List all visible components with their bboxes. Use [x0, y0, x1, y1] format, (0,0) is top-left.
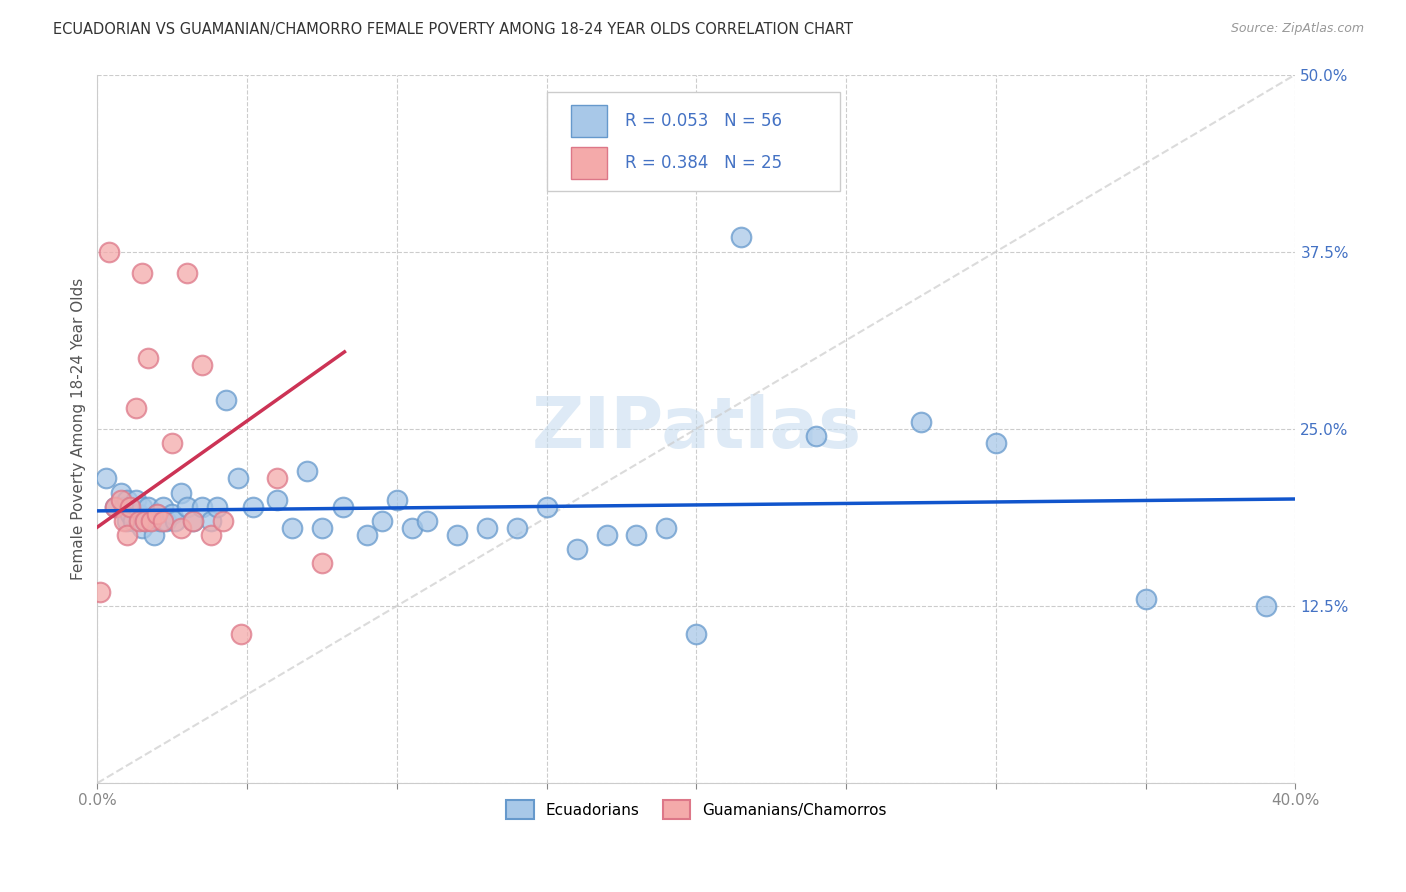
- Text: ZIPatlas: ZIPatlas: [531, 394, 862, 463]
- Point: [170, 485, 193, 500]
- Point: [281, 521, 304, 535]
- Point: [191, 500, 214, 514]
- Point: [117, 514, 139, 528]
- Text: Source: ZipAtlas.com: Source: ZipAtlas.com: [1230, 22, 1364, 36]
- Point: [226, 471, 249, 485]
- Point: [134, 514, 156, 528]
- Point: [136, 500, 159, 514]
- Point: [311, 557, 333, 571]
- Point: [160, 436, 183, 450]
- Point: [141, 514, 163, 528]
- Point: [295, 464, 318, 478]
- Point: [181, 514, 204, 528]
- Point: [595, 528, 617, 542]
- Point: [200, 528, 222, 542]
- Point: [110, 485, 132, 500]
- Point: [98, 244, 121, 259]
- Point: [242, 500, 264, 514]
- Point: [385, 492, 408, 507]
- Point: [120, 500, 142, 514]
- Y-axis label: Female Poverty Among 18-24 Year Olds: Female Poverty Among 18-24 Year Olds: [72, 277, 86, 580]
- Point: [117, 492, 139, 507]
- Point: [565, 542, 588, 557]
- Point: [128, 507, 150, 521]
- Point: [146, 507, 169, 521]
- Point: [122, 514, 145, 528]
- Point: [104, 500, 127, 514]
- Point: [125, 401, 148, 415]
- Point: [131, 500, 153, 514]
- Legend: Ecuadorians, Guamanians/Chamorros: Ecuadorians, Guamanians/Chamorros: [501, 794, 893, 825]
- Point: [266, 471, 288, 485]
- Point: [626, 528, 648, 542]
- Point: [128, 514, 150, 528]
- Point: [146, 507, 169, 521]
- Point: [215, 393, 238, 408]
- Point: [134, 514, 156, 528]
- Bar: [571, 147, 606, 178]
- Point: [176, 500, 198, 514]
- Text: R = 0.053   N = 56: R = 0.053 N = 56: [624, 112, 782, 130]
- Point: [181, 514, 204, 528]
- Point: [655, 521, 678, 535]
- Point: [160, 507, 183, 521]
- Point: [200, 514, 222, 528]
- Point: [170, 521, 193, 535]
- Point: [475, 521, 498, 535]
- Point: [141, 514, 163, 528]
- Point: [191, 358, 214, 372]
- Point: [332, 500, 354, 514]
- Point: [131, 521, 153, 535]
- Point: [806, 429, 828, 443]
- Point: [165, 514, 187, 528]
- Point: [112, 500, 135, 514]
- Point: [685, 627, 707, 641]
- Point: [152, 500, 174, 514]
- Point: [984, 436, 1007, 450]
- Point: [371, 514, 394, 528]
- Point: [149, 514, 172, 528]
- Point: [131, 266, 153, 280]
- Point: [212, 514, 235, 528]
- Point: [120, 507, 142, 521]
- Point: [1254, 599, 1277, 613]
- Point: [152, 514, 174, 528]
- Point: [96, 471, 118, 485]
- Point: [205, 500, 228, 514]
- Text: ECUADORIAN VS GUAMANIAN/CHAMORRO FEMALE POVERTY AMONG 18-24 YEAR OLDS CORRELATIO: ECUADORIAN VS GUAMANIAN/CHAMORRO FEMALE …: [53, 22, 853, 37]
- Bar: [571, 105, 606, 137]
- Point: [136, 351, 159, 365]
- FancyBboxPatch shape: [547, 92, 841, 192]
- Point: [104, 500, 127, 514]
- Point: [125, 492, 148, 507]
- Point: [356, 528, 378, 542]
- Point: [266, 492, 288, 507]
- Point: [117, 528, 139, 542]
- Point: [110, 492, 132, 507]
- Point: [143, 528, 166, 542]
- Point: [536, 500, 558, 514]
- Point: [112, 514, 135, 528]
- Point: [401, 521, 423, 535]
- Point: [505, 521, 527, 535]
- Point: [446, 528, 468, 542]
- Point: [1135, 591, 1157, 606]
- Point: [311, 521, 333, 535]
- Text: R = 0.384   N = 25: R = 0.384 N = 25: [624, 153, 782, 172]
- Point: [176, 266, 198, 280]
- Point: [229, 627, 252, 641]
- Point: [730, 230, 752, 244]
- Point: [416, 514, 439, 528]
- Point: [155, 514, 177, 528]
- Point: [910, 415, 932, 429]
- Point: [89, 584, 111, 599]
